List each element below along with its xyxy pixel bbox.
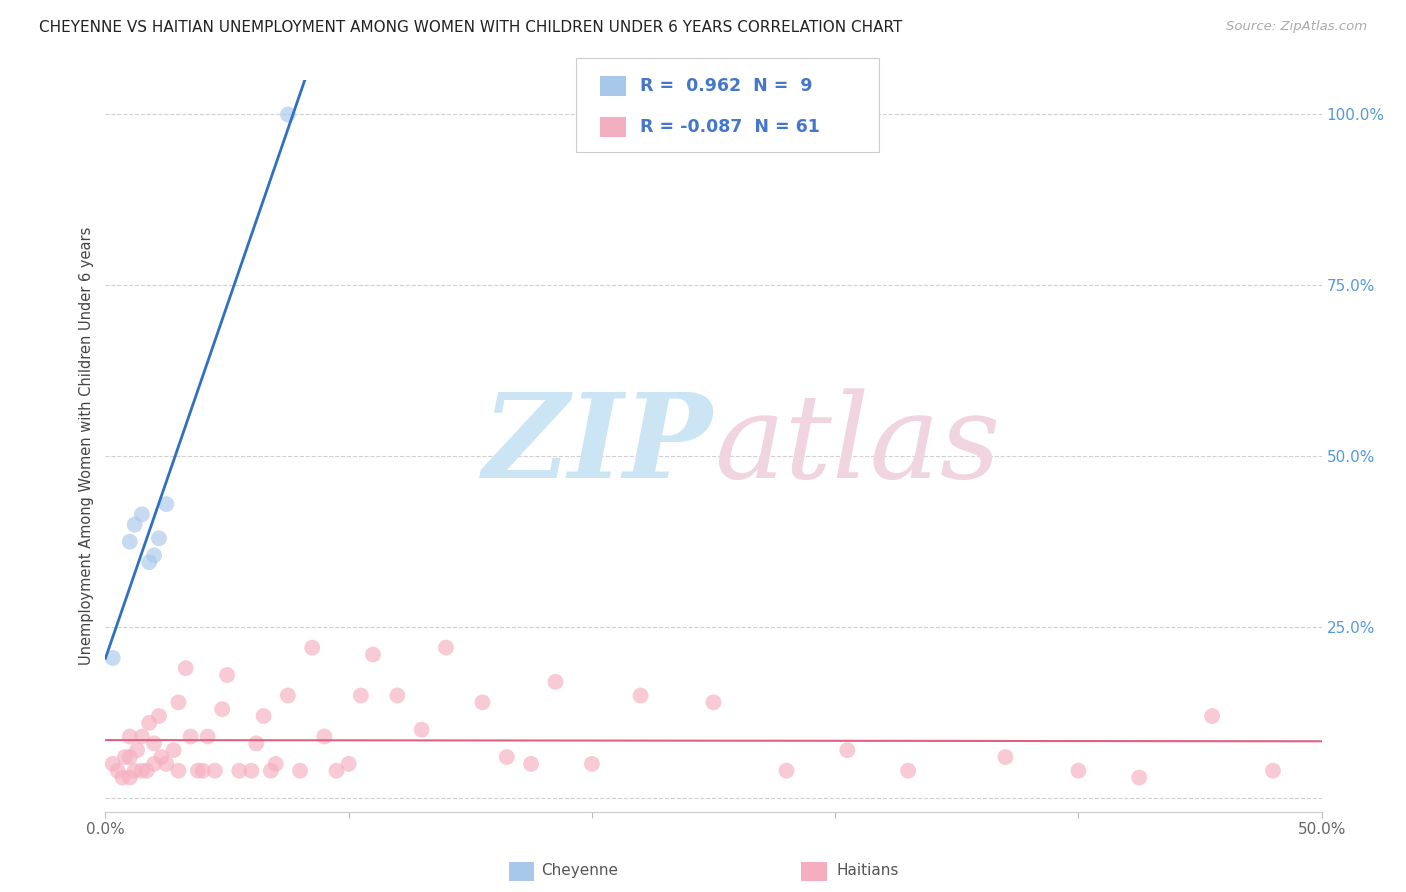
Point [118,750,141,764]
Point [994,750,1017,764]
Point [581,756,603,771]
Point [387,689,409,703]
Point [148,531,170,545]
Point [167,695,190,709]
Point [337,756,360,771]
Point [240,764,263,778]
Point [361,648,384,662]
Point [277,689,299,703]
Point [174,661,197,675]
Point [143,549,166,563]
Point [471,695,494,709]
Text: R = -0.087  N = 61: R = -0.087 N = 61 [640,118,820,136]
Text: Source: ZipAtlas.com: Source: ZipAtlas.com [1226,20,1367,33]
Point [138,715,160,730]
Point [211,702,233,716]
Point [277,107,299,121]
Text: CHEYENNE VS HAITIAN UNEMPLOYMENT AMONG WOMEN WITH CHILDREN UNDER 6 YEARS CORRELA: CHEYENNE VS HAITIAN UNEMPLOYMENT AMONG W… [39,20,903,35]
Point [434,640,457,655]
Point [245,736,267,750]
Point [124,764,146,778]
Y-axis label: Unemployment Among Women with Children Under 6 years: Unemployment Among Women with Children U… [79,227,94,665]
Text: ZIP: ZIP [484,389,713,503]
Point [837,743,859,757]
Point [252,709,274,723]
Text: Haitians: Haitians [837,863,898,878]
Point [630,689,652,703]
Point [180,730,202,744]
Point [260,764,283,778]
Point [775,764,797,778]
Point [301,640,323,655]
Text: atlas: atlas [713,389,1000,503]
Point [118,730,141,744]
Text: Cheyenne: Cheyenne [541,863,619,878]
Point [228,764,250,778]
Point [131,730,153,744]
Point [314,730,336,744]
Point [125,743,148,757]
Point [544,674,567,689]
Point [111,771,134,785]
Point [1201,709,1223,723]
Point [288,764,311,778]
Point [187,764,209,778]
Point [897,764,920,778]
Point [350,689,373,703]
Point [150,750,173,764]
Point [124,517,146,532]
Point [155,756,177,771]
Point [1067,764,1090,778]
Point [197,730,219,744]
Point [148,709,170,723]
Point [138,555,160,569]
Point [411,723,433,737]
Point [143,736,166,750]
Point [191,764,214,778]
Text: R =  0.962  N =  9: R = 0.962 N = 9 [640,78,813,95]
Point [131,764,153,778]
Point [162,743,184,757]
Point [264,756,287,771]
Point [107,764,129,778]
Point [217,668,239,682]
Point [204,764,226,778]
Point [702,695,725,709]
Point [155,497,177,511]
Point [1261,764,1284,778]
Point [520,756,543,771]
Point [135,764,157,778]
Point [131,508,153,522]
Point [167,764,190,778]
Point [118,534,141,549]
Point [101,651,124,665]
Point [325,764,347,778]
Point [114,750,136,764]
Point [101,756,124,771]
Point [143,756,166,771]
Point [118,771,141,785]
Point [1128,771,1150,785]
Point [495,750,517,764]
